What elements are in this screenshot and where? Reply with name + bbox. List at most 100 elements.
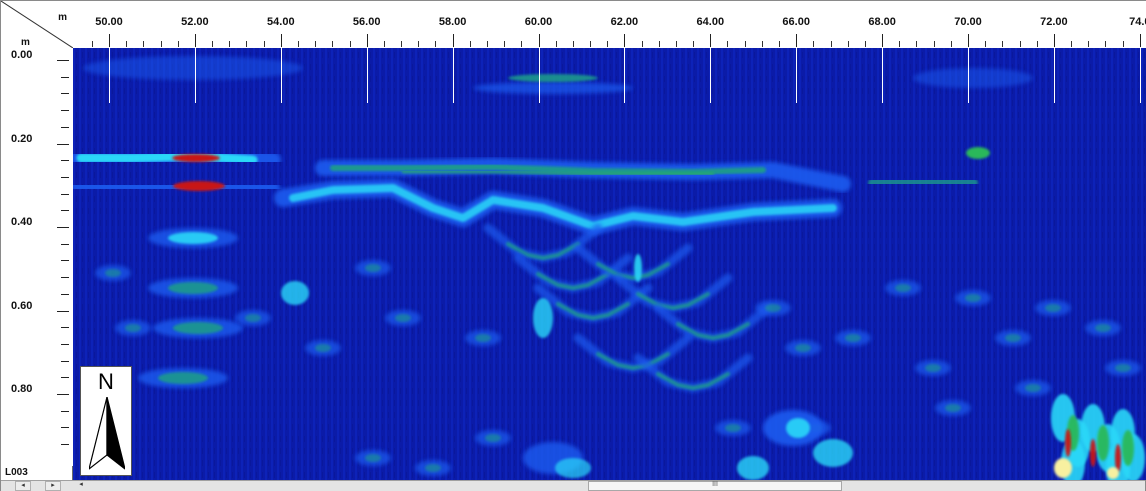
distance-gridlines: [109, 48, 1141, 103]
distance-tick: [968, 34, 969, 47]
distance-tick: [710, 34, 711, 47]
scatter-reflection: [845, 334, 861, 342]
scroll-left-button[interactable]: ◂: [15, 481, 31, 491]
distance-tick: [727, 41, 728, 47]
distance-tick: [779, 41, 780, 47]
distance-tick: [624, 34, 625, 47]
scatter-reflection: [1025, 384, 1041, 392]
distance-tick: [1088, 41, 1089, 47]
distance-tick: [401, 41, 402, 47]
distance-tick: [590, 41, 591, 47]
depth-tick: [61, 260, 69, 261]
diffraction-hyperbola: [556, 302, 630, 320]
diffraction-hyperbola: [506, 242, 580, 260]
distance-tick-label: 54.00: [267, 16, 295, 28]
distance-tick-label: 50.00: [95, 16, 123, 28]
scatter-reflection: [945, 404, 961, 412]
depth-tick: [61, 277, 69, 278]
distance-tick: [642, 41, 643, 47]
scatter-reflection: [925, 364, 941, 372]
bottom-right-cluster: [1107, 467, 1119, 479]
distance-tick: [92, 41, 93, 47]
distance-tick: [1020, 41, 1021, 47]
depth-tick: [61, 177, 69, 178]
scatter-reflection: [365, 454, 381, 462]
distance-tick: [934, 41, 935, 47]
surface-reflection: [913, 68, 1033, 88]
scatter-reflection: [245, 314, 261, 322]
scatter-reflection: [1005, 334, 1021, 342]
scroll-track-left-arrow[interactable]: ◂: [79, 481, 83, 488]
distance-tick: [951, 41, 952, 47]
depth-tick: [61, 93, 69, 94]
distance-tick: [1140, 34, 1141, 47]
main-reflector: [330, 164, 766, 175]
right-hot-spot: [966, 147, 990, 159]
scroll-thumb[interactable]: III: [588, 481, 842, 491]
diffraction-hyperbola: [596, 262, 670, 280]
bottom-right-cluster: [1054, 458, 1072, 478]
distance-tick: [899, 41, 900, 47]
diffraction-hyperbola: [533, 298, 553, 338]
diffraction-hyperbola: [676, 322, 750, 340]
distance-tick: [882, 34, 883, 47]
reflection-layers: [73, 56, 1146, 480]
bottom-reflection: [813, 439, 853, 467]
depth-tick: [61, 444, 69, 445]
depth-tick-label: 0.40: [11, 216, 33, 228]
depth-tick: [61, 427, 69, 428]
distance-tick: [676, 41, 677, 47]
depth-tick: [61, 294, 69, 295]
distance-tick: [161, 41, 162, 47]
depth-tick: [61, 344, 69, 345]
distance-tick-label: 56.00: [352, 16, 381, 28]
scatter-reflection: [725, 424, 741, 432]
diffraction-hyperbola: [636, 292, 710, 310]
depth-ruler: 0.00 0.20 0.40 0.60 0.80: [1, 48, 74, 466]
distance-tick: [745, 41, 746, 47]
scatter-reflection: [105, 269, 121, 277]
distance-tick: [607, 41, 608, 47]
distance-tick: [573, 41, 574, 47]
depth-tick: [61, 361, 69, 362]
scroll-right-button[interactable]: ▸: [45, 481, 61, 491]
distance-tick: [298, 41, 299, 47]
hot-spot: [173, 181, 225, 191]
horizontal-scrollbar[interactable]: ◂ ▸ ◂ III: [1, 480, 1145, 491]
radargram-image: [73, 48, 1146, 480]
scatter-reflection: [365, 264, 381, 272]
scatter-reflection: [965, 294, 981, 302]
distance-tick: [504, 41, 505, 47]
left-stacked-reflector: [173, 322, 223, 334]
distance-tick: [1054, 34, 1055, 47]
depth-tick: [61, 327, 69, 328]
left-stacked-reflector: [158, 372, 208, 384]
depth-tick: [61, 160, 69, 161]
distance-tick: [1002, 41, 1003, 47]
scatter-reflection: [1045, 304, 1061, 312]
scatter-reflection: [765, 304, 781, 312]
distance-tick: [332, 41, 333, 47]
distance-tick: [281, 34, 282, 47]
distance-tick: [916, 41, 917, 47]
distance-tick-label: 68.00: [868, 16, 896, 28]
distance-tick: [178, 41, 179, 47]
depth-tick: [57, 394, 69, 395]
diffraction-hyperbola: [656, 372, 730, 390]
distance-tick: [143, 41, 144, 47]
depth-tick-label: 0.00: [11, 49, 33, 61]
scatter-reflection: [1095, 324, 1111, 332]
profile-line-label: L003: [1, 466, 73, 480]
distance-tick-label: 72.00: [1040, 16, 1068, 28]
north-arrow-icon: [89, 397, 125, 470]
distance-tick: [848, 41, 849, 47]
radargram-view[interactable]: [73, 48, 1146, 480]
corner-diagonal: [1, 1, 73, 48]
ruler-corner: m m: [1, 1, 74, 49]
distance-tick: [521, 41, 522, 47]
distance-tick: [126, 41, 127, 47]
distance-tick: [659, 41, 660, 47]
distance-tick: [384, 41, 385, 47]
distance-tick: [435, 41, 436, 47]
diffraction-hyperbola: [634, 254, 642, 282]
